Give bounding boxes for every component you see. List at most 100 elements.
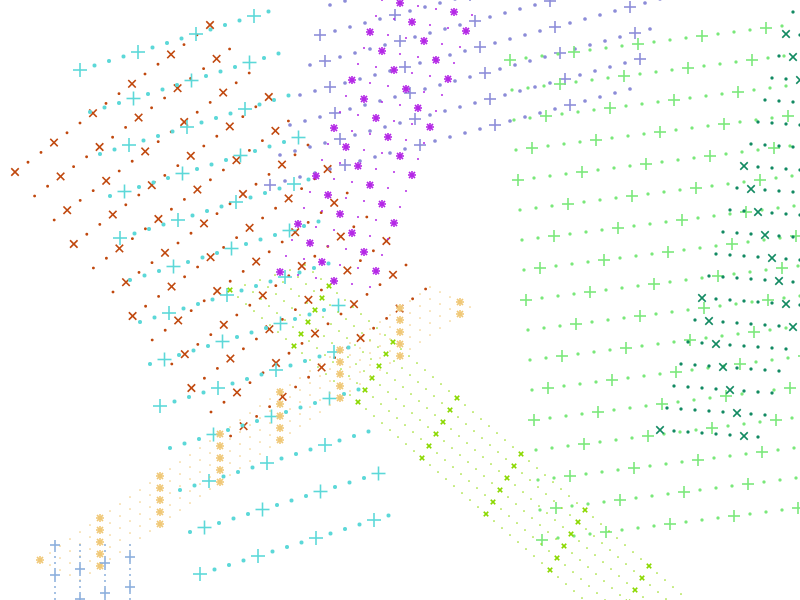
x-marker xyxy=(205,20,215,30)
x-marker xyxy=(753,207,763,217)
dot-marker xyxy=(598,198,602,202)
dot-marker xyxy=(274,274,276,276)
dot-marker xyxy=(129,580,131,582)
dot-marker xyxy=(188,530,192,534)
dot-marker xyxy=(603,39,607,43)
asterisk-marker xyxy=(336,210,344,218)
dot-marker xyxy=(249,330,254,335)
dot-marker xyxy=(690,126,694,130)
x-marker xyxy=(115,244,124,253)
dot-marker xyxy=(163,174,167,177)
dot-marker xyxy=(480,418,482,420)
plus-marker xyxy=(247,9,261,23)
plus-marker xyxy=(682,62,694,74)
plus-marker xyxy=(706,422,718,434)
dot-marker xyxy=(340,368,342,370)
dot-marker xyxy=(676,400,680,404)
dot-marker xyxy=(766,56,770,60)
dot-marker xyxy=(561,507,563,509)
dot-marker xyxy=(267,173,271,176)
dot-marker xyxy=(299,425,301,427)
dot-marker xyxy=(329,380,331,382)
dot-marker xyxy=(650,252,654,256)
dot-marker xyxy=(259,429,261,431)
plus-marker xyxy=(125,582,135,592)
dot-marker xyxy=(742,299,746,303)
dot-marker xyxy=(259,441,261,443)
dot-marker xyxy=(399,53,401,55)
dot-marker xyxy=(169,504,171,506)
asterisk-marker xyxy=(378,47,386,55)
dot-marker xyxy=(309,359,311,361)
dot-marker xyxy=(458,105,462,109)
dot-marker xyxy=(241,115,245,118)
dot-marker xyxy=(389,362,391,364)
dot-marker xyxy=(749,367,753,371)
dot-marker xyxy=(762,238,766,242)
plus-marker xyxy=(718,118,730,130)
dot-marker xyxy=(784,347,788,351)
dot-marker xyxy=(770,346,774,350)
dot-marker xyxy=(359,359,361,361)
dot-marker xyxy=(613,9,617,13)
x-marker xyxy=(774,276,784,286)
dot-marker xyxy=(204,74,208,78)
x-marker xyxy=(226,354,235,363)
dot-marker xyxy=(501,527,503,529)
dot-marker xyxy=(763,188,767,192)
x-marker xyxy=(206,252,215,262)
dot-marker xyxy=(439,315,441,317)
dot-marker xyxy=(488,425,490,427)
dot-marker xyxy=(400,348,402,350)
asterisk-marker xyxy=(216,454,224,462)
dot-marker xyxy=(626,582,628,584)
dot-marker xyxy=(640,344,644,348)
dot-marker xyxy=(369,376,371,378)
dot-marker xyxy=(648,27,652,31)
asterisk-marker xyxy=(276,388,284,396)
dot-marker xyxy=(283,300,285,302)
dot-marker xyxy=(710,184,714,188)
dot-marker xyxy=(530,388,534,392)
dot-marker xyxy=(464,404,466,406)
asterisk-marker xyxy=(396,352,404,360)
plus-marker xyxy=(612,222,624,234)
dot-marker xyxy=(612,408,616,412)
dot-marker xyxy=(748,512,752,516)
dot-marker xyxy=(192,483,197,488)
dot-marker xyxy=(632,224,636,228)
dot-marker xyxy=(750,300,754,304)
x-marker xyxy=(326,283,332,289)
dot-marker xyxy=(496,432,498,434)
dot-marker xyxy=(182,43,186,46)
dot-marker xyxy=(289,432,291,434)
dot-marker xyxy=(453,485,455,487)
plus-marker xyxy=(618,70,630,82)
asterisk-marker xyxy=(156,484,164,492)
dot-marker xyxy=(345,95,347,97)
dot-marker xyxy=(309,191,311,193)
dot-marker xyxy=(351,283,353,285)
dot-marker xyxy=(429,298,431,300)
x-marker xyxy=(704,316,714,326)
dot-marker xyxy=(202,299,206,303)
plus-marker xyxy=(50,570,60,580)
plus-marker xyxy=(224,241,239,256)
dot-marker xyxy=(736,332,740,336)
dot-marker xyxy=(332,361,334,363)
plus-marker xyxy=(548,230,560,242)
dot-marker xyxy=(612,166,616,170)
dot-marker xyxy=(662,190,666,194)
dot-marker xyxy=(259,405,261,407)
dot-marker xyxy=(323,335,325,337)
x-marker xyxy=(343,266,352,275)
dot-marker xyxy=(679,407,683,411)
dot-marker xyxy=(241,558,246,563)
plus-marker xyxy=(318,438,332,452)
dot-marker xyxy=(379,333,381,335)
dot-marker xyxy=(680,593,682,595)
dot-marker xyxy=(378,99,382,103)
dot-marker xyxy=(69,538,71,540)
dot-marker xyxy=(357,63,359,65)
dot-marker xyxy=(784,77,788,81)
